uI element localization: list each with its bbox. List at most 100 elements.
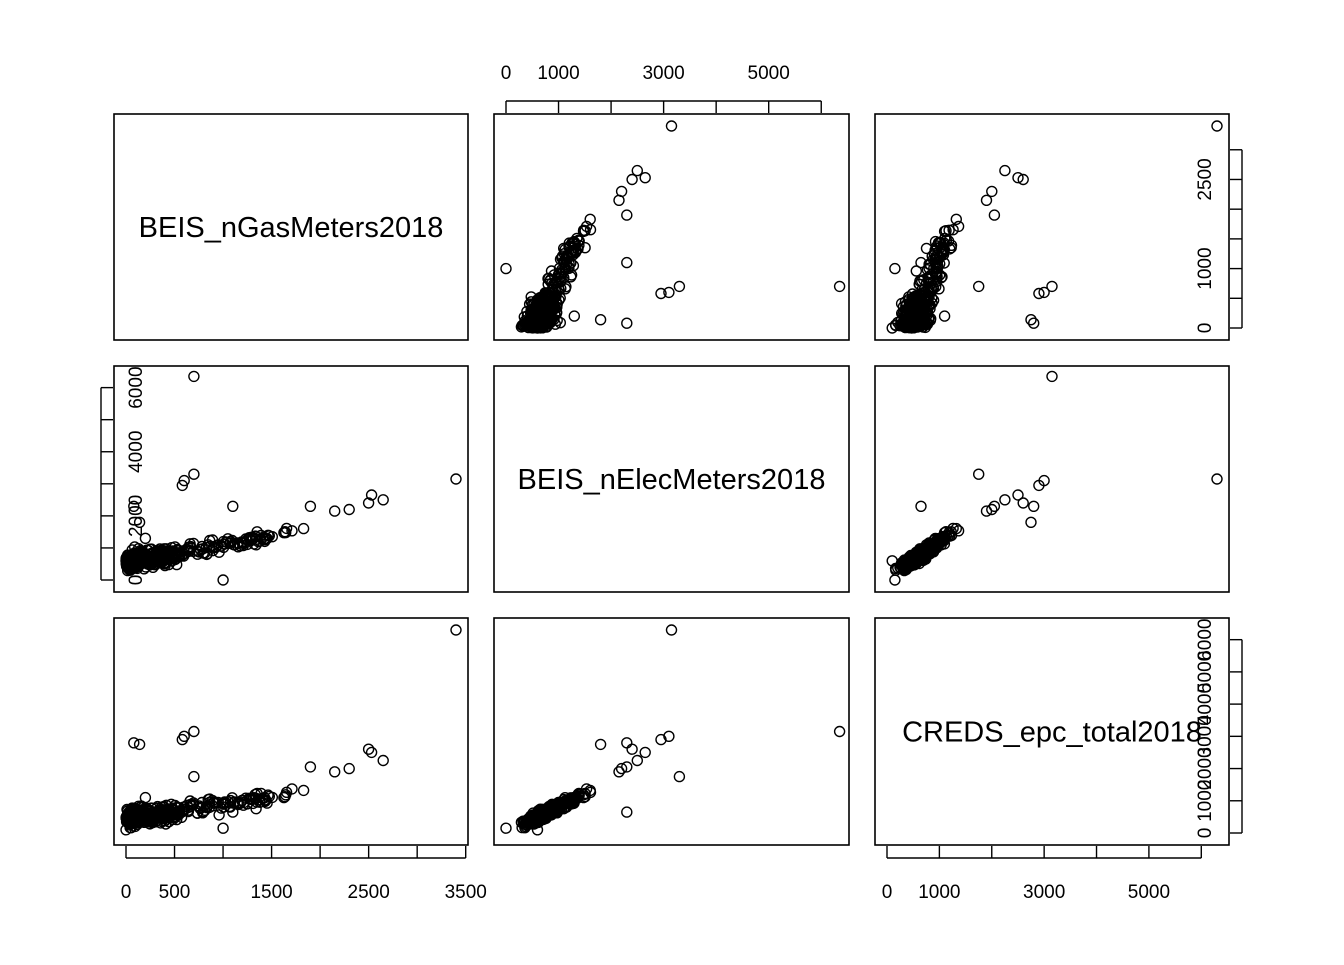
point-0-2-857 bbox=[910, 265, 922, 277]
point-1-0-1310 bbox=[329, 505, 341, 517]
point-0-1-436 bbox=[552, 268, 565, 281]
point-2-0-2135 bbox=[138, 815, 151, 827]
top-axis-tick-label-1000: 1000 bbox=[537, 63, 579, 84]
point-0-2-670 bbox=[940, 224, 952, 237]
point-1-0-1237 bbox=[200, 548, 213, 561]
point-1-2-1749 bbox=[988, 500, 1001, 512]
point-0-1-396 bbox=[550, 290, 562, 303]
point-0-1-437 bbox=[531, 322, 544, 334]
point-2-0-2180 bbox=[128, 737, 140, 749]
top-axis-tick-label-0: 0 bbox=[501, 63, 512, 84]
point-1-0-1283 bbox=[185, 542, 197, 554]
point-2-0-2151 bbox=[168, 811, 181, 824]
point-2-0-2138 bbox=[163, 816, 175, 828]
right-axis-row1-tick-label-0: 0 bbox=[1195, 323, 1216, 334]
point-0-1-428 bbox=[621, 317, 633, 329]
point-1-0-1296 bbox=[188, 370, 200, 383]
right-axis-row1-tick-label-1000: 1000 bbox=[1195, 247, 1216, 289]
point-1-0-1291 bbox=[223, 537, 236, 549]
point-2-1-2599 bbox=[553, 801, 565, 813]
point-2-0-2186 bbox=[329, 766, 341, 778]
bottom-axis-col1-tick-label-3500: 3500 bbox=[445, 882, 487, 903]
bottom-axis-col1-tick-label-1500: 1500 bbox=[250, 882, 292, 903]
point-1-0-1292 bbox=[125, 562, 137, 575]
point-0-2-829 bbox=[935, 237, 947, 249]
point-0-1-429 bbox=[594, 314, 607, 326]
point-2-1-2619 bbox=[594, 738, 607, 751]
point-2-1-2614 bbox=[631, 754, 643, 767]
right-axis-row3-tick-label-0: 0 bbox=[1195, 828, 1216, 839]
left-axis-row2-tick-label-4000: 4000 bbox=[126, 431, 147, 473]
point-2-1-2610 bbox=[833, 725, 846, 738]
point-1-0-1304 bbox=[128, 500, 140, 512]
point-1-2-1728 bbox=[907, 552, 919, 564]
point-2-0-2189 bbox=[120, 824, 132, 836]
point-2-1-2609 bbox=[545, 809, 558, 821]
point-2-0-2185 bbox=[343, 762, 355, 775]
right-axis-row1-tick-label-2500: 2500 bbox=[1195, 158, 1216, 200]
point-2-1-2625 bbox=[621, 761, 633, 773]
point-1-0-1269 bbox=[146, 555, 158, 567]
panel-frame-2-0 bbox=[113, 617, 469, 846]
point-1-0-1270 bbox=[139, 561, 152, 573]
left-axis-row2-tick-label-0: 0 bbox=[126, 575, 147, 586]
point-2-1-2623 bbox=[615, 762, 628, 775]
point-0-1-401 bbox=[573, 235, 585, 247]
point-0-2-862 bbox=[999, 164, 1011, 177]
point-1-0-1306 bbox=[217, 574, 229, 586]
left-axis-row2-tick-label-2000: 2000 bbox=[126, 495, 147, 537]
point-0-1-416 bbox=[519, 319, 531, 331]
point-1-2-1736 bbox=[973, 468, 985, 480]
point-0-2-874 bbox=[931, 268, 943, 281]
point-2-0-2175 bbox=[365, 746, 378, 759]
right-axis-row3-tick-label-4000: 4000 bbox=[1195, 683, 1216, 725]
point-1-2-1751 bbox=[886, 555, 898, 567]
point-2-1-2597 bbox=[552, 800, 565, 812]
point-2-0-2174 bbox=[188, 770, 200, 783]
right-axis-row3-tick-label-6000: 6000 bbox=[1195, 619, 1216, 661]
point-0-1-411 bbox=[560, 251, 572, 263]
left-axis-row2-tick-label-6000: 6000 bbox=[126, 366, 147, 408]
point-1-0-1312 bbox=[207, 542, 220, 554]
point-1-0-901 bbox=[286, 525, 298, 537]
point-2-1-2612 bbox=[673, 770, 686, 783]
point-1-2-1743 bbox=[1025, 516, 1037, 528]
point-0-2-860 bbox=[973, 280, 985, 293]
point-2-1-2615 bbox=[626, 743, 638, 755]
point-1-0-1307 bbox=[227, 500, 239, 512]
point-2-0-2155 bbox=[158, 800, 170, 813]
point-0-2-868 bbox=[889, 262, 901, 275]
panel-frame-2-2 bbox=[874, 617, 1230, 846]
point-0-2-475 bbox=[920, 242, 933, 255]
point-1-0-992 bbox=[297, 522, 310, 535]
panel-frame-1-2 bbox=[874, 365, 1230, 593]
point-1-0-1272 bbox=[171, 543, 184, 556]
panel-frame-2-1 bbox=[493, 617, 850, 846]
right-axis-row3-tick-label-5000: 5000 bbox=[1195, 651, 1216, 693]
point-1-2-1745 bbox=[915, 500, 927, 512]
point-0-1-406 bbox=[538, 319, 550, 331]
point-0-2-851 bbox=[931, 240, 943, 252]
point-2-0-2120 bbox=[280, 786, 293, 798]
point-0-2-863 bbox=[1017, 173, 1029, 186]
point-0-2-875 bbox=[886, 322, 898, 334]
point-1-2-1741 bbox=[1033, 479, 1045, 492]
point-1-2-1747 bbox=[986, 503, 998, 516]
point-2-1-2627 bbox=[531, 824, 544, 836]
point-0-2-872 bbox=[980, 194, 993, 207]
point-1-0-1266 bbox=[152, 548, 164, 560]
point-1-2-1734 bbox=[1046, 370, 1058, 383]
point-1-2-1737 bbox=[1012, 489, 1024, 501]
point-2-0-2176 bbox=[377, 754, 389, 767]
point-0-2-844 bbox=[918, 319, 930, 331]
point-2-0-2153 bbox=[262, 789, 274, 801]
point-0-1-232 bbox=[579, 224, 591, 237]
point-2-1-2622 bbox=[568, 791, 580, 804]
point-2-0-2163 bbox=[236, 794, 249, 806]
bottom-axis-col3-tick-label-5000: 5000 bbox=[1128, 882, 1170, 903]
point-2-0-2172 bbox=[188, 725, 200, 738]
right-axis-row3-tick-label-3000: 3000 bbox=[1195, 715, 1216, 757]
point-2-0-2170 bbox=[158, 807, 171, 819]
point-2-0-2184 bbox=[139, 791, 152, 804]
